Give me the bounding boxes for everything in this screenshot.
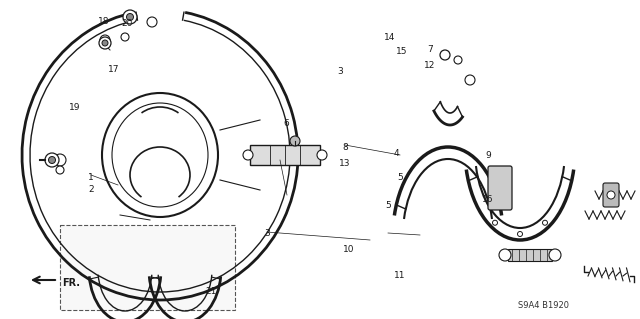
Text: 4: 4 — [393, 149, 399, 158]
Circle shape — [49, 157, 56, 164]
Circle shape — [317, 150, 327, 160]
Circle shape — [102, 40, 108, 46]
Circle shape — [543, 220, 547, 225]
Text: S9A4 B1920: S9A4 B1920 — [518, 301, 569, 310]
Circle shape — [440, 50, 450, 60]
FancyBboxPatch shape — [488, 166, 512, 210]
Circle shape — [465, 75, 475, 85]
Text: 16: 16 — [483, 196, 493, 204]
Text: 12: 12 — [424, 61, 436, 70]
Circle shape — [607, 191, 615, 199]
Text: 21: 21 — [205, 287, 217, 296]
Bar — [60, 225, 235, 310]
Text: 14: 14 — [384, 33, 396, 42]
Text: 17: 17 — [108, 65, 120, 75]
Text: 19: 19 — [69, 103, 81, 113]
Text: 18: 18 — [99, 18, 109, 26]
Text: 5: 5 — [385, 202, 391, 211]
Text: 10: 10 — [343, 246, 355, 255]
Circle shape — [127, 13, 134, 20]
Circle shape — [549, 249, 561, 261]
Text: 3: 3 — [264, 228, 270, 238]
Text: FR.: FR. — [62, 278, 80, 288]
Text: 5: 5 — [397, 173, 403, 182]
Circle shape — [243, 150, 253, 160]
Circle shape — [493, 220, 497, 225]
Text: 15: 15 — [396, 48, 408, 56]
Text: 8: 8 — [342, 144, 348, 152]
Text: 13: 13 — [339, 159, 351, 167]
Circle shape — [54, 154, 66, 166]
Circle shape — [56, 166, 64, 174]
Text: 7: 7 — [427, 46, 433, 55]
Text: 20: 20 — [122, 19, 132, 28]
Text: 3: 3 — [337, 68, 343, 77]
Circle shape — [99, 37, 111, 49]
FancyBboxPatch shape — [603, 183, 619, 207]
Circle shape — [147, 17, 157, 27]
Circle shape — [290, 136, 300, 146]
Bar — [508, 249, 552, 261]
Text: 6: 6 — [283, 120, 289, 129]
Text: 11: 11 — [394, 271, 406, 280]
Text: 1: 1 — [88, 173, 94, 182]
Text: 9: 9 — [485, 151, 491, 160]
Circle shape — [454, 56, 462, 64]
Bar — [250, 145, 320, 165]
Circle shape — [499, 249, 511, 261]
Circle shape — [100, 35, 110, 45]
Circle shape — [123, 10, 137, 24]
Circle shape — [45, 153, 59, 167]
Circle shape — [518, 232, 522, 236]
Circle shape — [121, 33, 129, 41]
Text: 2: 2 — [88, 186, 94, 195]
